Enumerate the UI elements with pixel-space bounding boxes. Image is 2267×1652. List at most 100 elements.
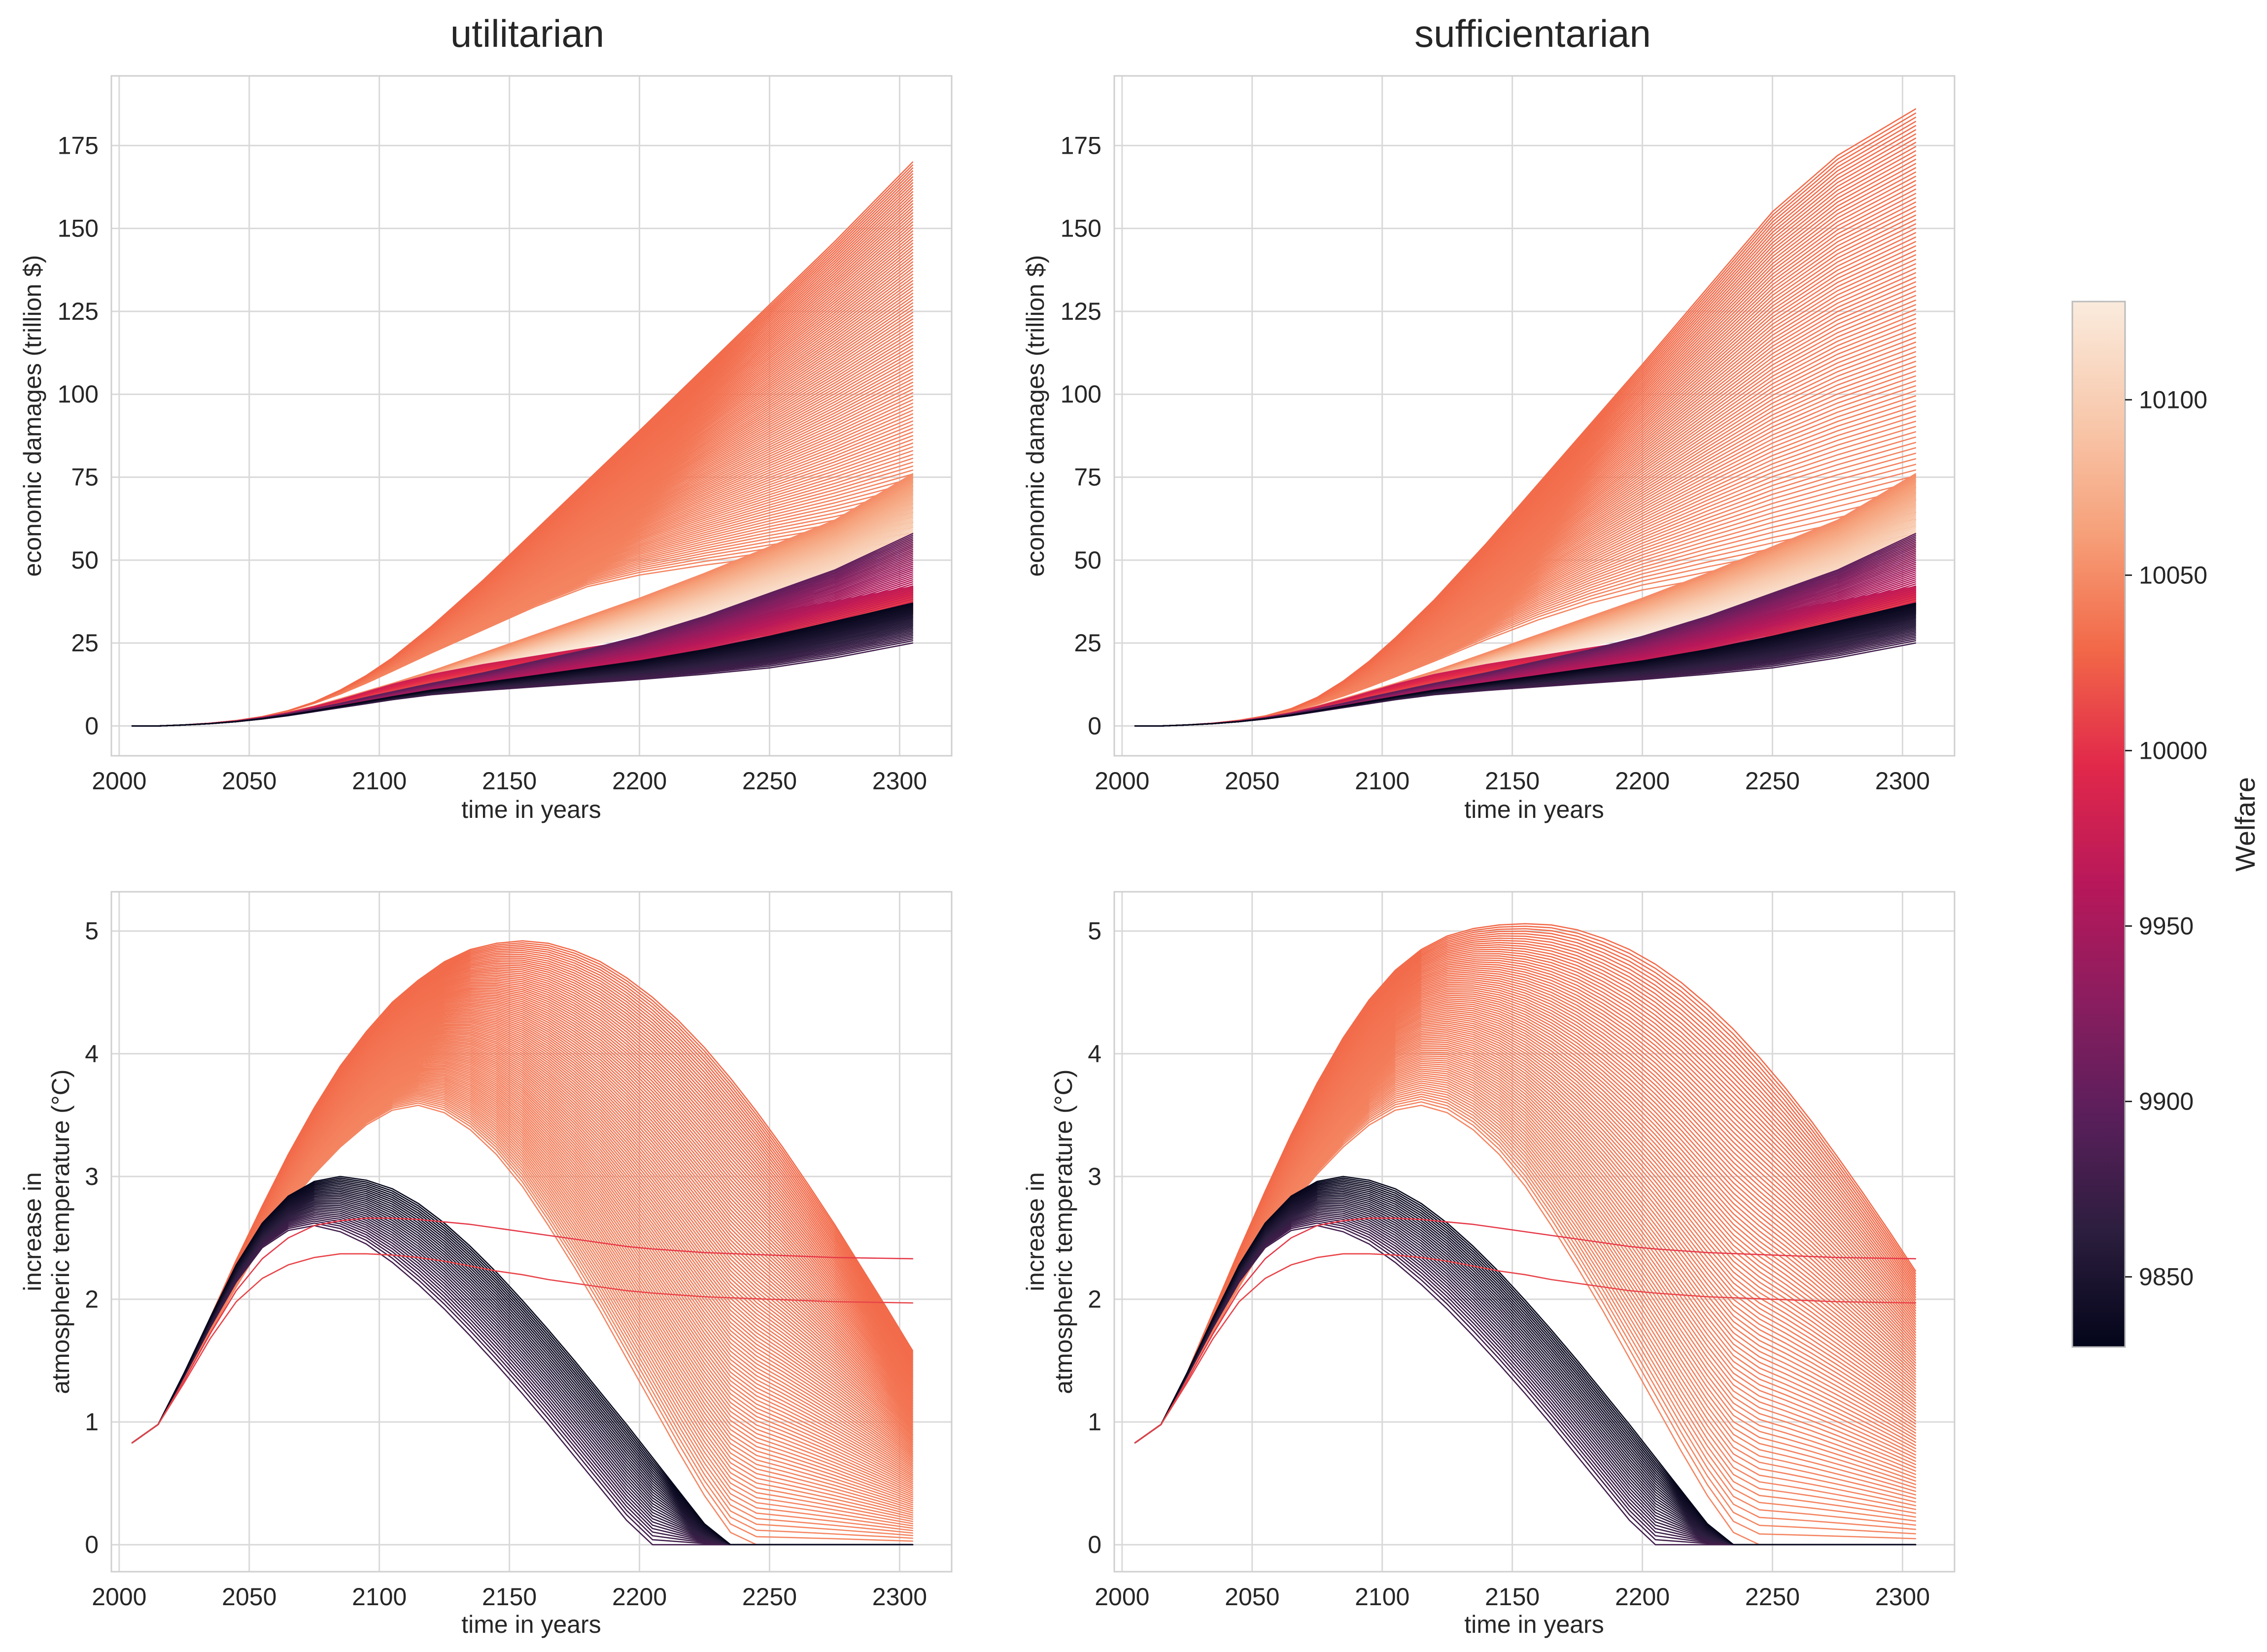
x-tick-label: 2100 bbox=[1355, 1583, 1409, 1611]
y-tick-label: 0 bbox=[1088, 1531, 1101, 1558]
panel-damages-utilitarian: 2000 2050 2100 2150 2200 2250 2300 0 25 50 75 100 12… bbox=[19, 75, 953, 823]
y-tick-label: 150 bbox=[58, 215, 99, 242]
axes-frame bbox=[110, 75, 953, 757]
run-line bbox=[1134, 1176, 1917, 1546]
y-axis-label: economic damages (trillion $) bbox=[1022, 255, 1049, 576]
y-tick-label: 0 bbox=[85, 712, 99, 740]
y-tick-label: 25 bbox=[71, 629, 99, 657]
colorbar-gradient bbox=[2071, 301, 2126, 1348]
x-tick-label: 2000 bbox=[1095, 767, 1149, 795]
x-tick-label: 2200 bbox=[612, 1583, 667, 1611]
run-line bbox=[1134, 1253, 1917, 1444]
x-tick-label: 2150 bbox=[1485, 767, 1540, 795]
run-line bbox=[131, 1253, 914, 1444]
colorbar-label: Welfare bbox=[2230, 777, 2261, 872]
y-tick-label: 5 bbox=[85, 917, 99, 945]
x-tick-label: 2000 bbox=[1095, 1583, 1149, 1611]
colorbar-tick-label: 10100 bbox=[2139, 386, 2207, 413]
x-tick-label: 2100 bbox=[352, 1583, 407, 1611]
colorbar-tick-label: 10050 bbox=[2139, 561, 2207, 589]
axes-frame bbox=[1113, 75, 1956, 757]
run-line bbox=[131, 603, 914, 727]
panel-ticks: 2000 2050 2100 2150 2200 2250 2300 0 1 2 3 4 5 bbox=[1088, 917, 1930, 1611]
panel-lines bbox=[131, 940, 914, 1546]
y-tick-label: 1 bbox=[85, 1408, 99, 1436]
axes-frame bbox=[1113, 891, 1956, 1573]
x-tick-label: 2200 bbox=[612, 767, 667, 795]
y-axis-label-line-1: increase in bbox=[19, 1172, 46, 1291]
y-tick-label: 1 bbox=[1088, 1408, 1101, 1436]
column-title-sufficientarian: sufficientarian bbox=[1414, 12, 1651, 55]
y-tick-label: 175 bbox=[1061, 132, 1101, 159]
y-tick-label: 3 bbox=[85, 1163, 99, 1190]
colorbar-tick-label: 9850 bbox=[2139, 1263, 2194, 1291]
y-tick-label: 0 bbox=[1088, 712, 1101, 740]
x-tick-label: 2300 bbox=[1875, 767, 1930, 795]
x-tick-label: 2300 bbox=[872, 767, 927, 795]
x-axis-label: time in years bbox=[461, 1611, 601, 1638]
x-tick-label: 2050 bbox=[222, 767, 276, 795]
x-tick-label: 2000 bbox=[92, 1583, 146, 1611]
colorbar: 9850 9900 9950 10000 10050 10100 Welfare bbox=[2071, 301, 2261, 1348]
colorbar-tick-label: 10000 bbox=[2139, 737, 2207, 764]
colorbar-tick-label: 9950 bbox=[2139, 912, 2194, 940]
y-tick-label: 100 bbox=[58, 380, 99, 408]
y-tick-label: 125 bbox=[58, 298, 99, 325]
run-line bbox=[1134, 923, 1917, 1444]
run-line bbox=[131, 1217, 914, 1444]
y-tick-label: 75 bbox=[71, 464, 99, 491]
panel-ticks: 2000 2050 2100 2150 2200 2250 2300 0 25 50 75 100 12… bbox=[1061, 132, 1930, 795]
y-tick-label: 0 bbox=[85, 1531, 99, 1558]
y-tick-label: 50 bbox=[71, 546, 99, 574]
y-tick-label: 75 bbox=[1074, 464, 1101, 491]
x-tick-label: 2300 bbox=[1875, 1583, 1930, 1611]
x-tick-label: 2300 bbox=[872, 1583, 927, 1611]
y-tick-label: 50 bbox=[1074, 546, 1101, 574]
x-axis-label: time in years bbox=[461, 796, 601, 823]
colorbar-ticks: 9850 9900 9950 10000 10050 10100 bbox=[2125, 386, 2207, 1291]
x-tick-label: 2000 bbox=[92, 767, 146, 795]
x-tick-label: 2050 bbox=[222, 1583, 276, 1611]
colorbar-tick-label: 9900 bbox=[2139, 1088, 2194, 1115]
panel-temperature-utilitarian: 2000 2050 2100 2150 2200 2250 2300 0 1 2 3 4 5 time … bbox=[19, 891, 953, 1638]
panel-lines bbox=[131, 161, 914, 727]
column-title-utilitarian: utilitarian bbox=[450, 12, 604, 55]
y-tick-label: 175 bbox=[58, 132, 99, 159]
x-tick-label: 2150 bbox=[482, 1583, 537, 1611]
panel-lines bbox=[1134, 923, 1917, 1546]
panel-temperature-sufficientarian: 2000 2050 2100 2150 2200 2250 2300 0 1 2 3 4 5 time … bbox=[1022, 891, 1956, 1638]
y-tick-label: 2 bbox=[85, 1285, 99, 1313]
run-line bbox=[1134, 1217, 1917, 1444]
x-tick-label: 2050 bbox=[1225, 1583, 1279, 1611]
panel-ticks: 2000 2050 2100 2150 2200 2250 2300 0 1 2 3 4 5 bbox=[85, 917, 927, 1611]
y-tick-label: 150 bbox=[1061, 215, 1101, 242]
y-axis-label-line-1: increase in bbox=[1022, 1172, 1049, 1291]
x-tick-label: 2050 bbox=[1225, 767, 1279, 795]
x-tick-label: 2200 bbox=[1615, 767, 1670, 795]
x-axis-label: time in years bbox=[1464, 796, 1604, 823]
y-tick-label: 125 bbox=[1061, 298, 1101, 325]
x-tick-label: 2250 bbox=[742, 767, 797, 795]
x-tick-label: 2200 bbox=[1615, 1583, 1670, 1611]
x-tick-label: 2100 bbox=[1355, 767, 1409, 795]
y-tick-label: 3 bbox=[1088, 1163, 1101, 1190]
y-tick-label: 5 bbox=[1088, 917, 1101, 945]
x-tick-label: 2150 bbox=[1485, 1583, 1540, 1611]
panel-damages-sufficientarian: 2000 2050 2100 2150 2200 2250 2300 0 25 50 75 100 12… bbox=[1022, 75, 1956, 823]
run-line bbox=[131, 1176, 914, 1546]
run-line bbox=[131, 940, 914, 1444]
axes-frame bbox=[110, 891, 953, 1573]
panel-ticks: 2000 2050 2100 2150 2200 2250 2300 0 25 50 75 100 12… bbox=[58, 132, 927, 795]
x-tick-label: 2250 bbox=[1745, 1583, 1800, 1611]
y-axis-label-line-2: atmospheric temperature (°C) bbox=[47, 1069, 74, 1394]
y-tick-label: 100 bbox=[1061, 380, 1101, 408]
x-tick-label: 2250 bbox=[742, 1583, 797, 1611]
y-tick-label: 25 bbox=[1074, 629, 1101, 657]
y-tick-label: 4 bbox=[1088, 1040, 1101, 1068]
x-tick-label: 2250 bbox=[1745, 767, 1800, 795]
x-axis-label: time in years bbox=[1464, 1611, 1604, 1638]
y-axis-label-line-2: atmospheric temperature (°C) bbox=[1050, 1069, 1077, 1394]
run-line bbox=[1134, 603, 1917, 727]
